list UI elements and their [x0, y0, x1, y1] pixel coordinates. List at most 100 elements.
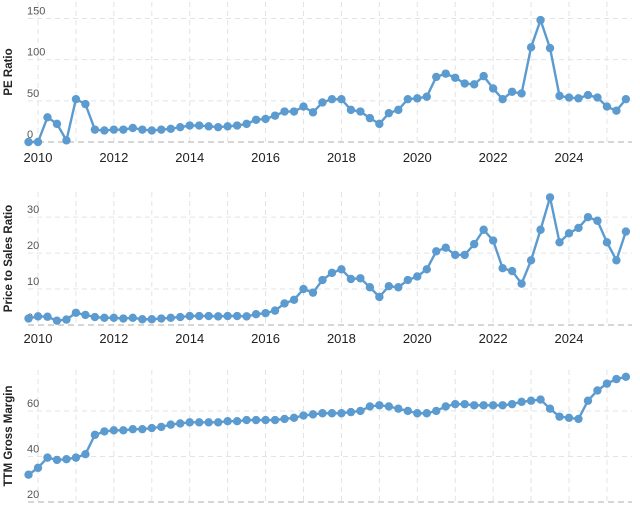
data-point[interactable]: [52, 119, 62, 129]
data-point[interactable]: [346, 407, 356, 417]
data-point[interactable]: [612, 256, 621, 265]
data-point[interactable]: [280, 107, 289, 116]
data-point[interactable]: [564, 413, 574, 422]
data-point[interactable]: [469, 401, 479, 410]
data-point[interactable]: [100, 313, 109, 323]
data-point[interactable]: [194, 121, 204, 130]
data-point[interactable]: [62, 136, 71, 145]
data-point[interactable]: [602, 238, 612, 247]
data-point[interactable]: [479, 71, 488, 81]
data-point[interactable]: [128, 123, 138, 133]
data-point[interactable]: [536, 395, 545, 404]
data-point[interactable]: [356, 406, 365, 416]
data-point[interactable]: [413, 409, 422, 418]
data-point[interactable]: [488, 401, 498, 410]
data-point[interactable]: [327, 94, 337, 104]
data-point[interactable]: [460, 79, 469, 88]
data-point[interactable]: [280, 299, 289, 308]
data-point[interactable]: [564, 229, 574, 238]
data-point[interactable]: [232, 121, 242, 130]
data-point[interactable]: [583, 396, 593, 405]
data-point[interactable]: [593, 93, 602, 102]
data-point[interactable]: [242, 312, 251, 321]
data-point[interactable]: [308, 410, 318, 419]
data-point[interactable]: [62, 315, 71, 324]
data-point[interactable]: [223, 122, 232, 131]
data-point[interactable]: [33, 463, 43, 473]
data-point[interactable]: [109, 125, 119, 134]
data-point[interactable]: [43, 453, 52, 462]
data-point[interactable]: [81, 310, 90, 320]
data-point[interactable]: [52, 316, 62, 325]
data-point[interactable]: [289, 413, 299, 422]
data-point[interactable]: [157, 125, 166, 134]
data-point[interactable]: [583, 212, 593, 222]
data-point[interactable]: [194, 311, 204, 321]
data-point[interactable]: [451, 250, 460, 260]
data-point[interactable]: [384, 108, 394, 118]
data-point[interactable]: [602, 102, 612, 111]
data-point[interactable]: [337, 409, 346, 418]
data-point[interactable]: [251, 115, 261, 124]
data-point[interactable]: [375, 401, 384, 410]
data-point[interactable]: [517, 279, 526, 288]
data-point[interactable]: [555, 238, 564, 247]
data-point[interactable]: [204, 122, 213, 131]
data-point[interactable]: [469, 80, 479, 89]
data-point[interactable]: [232, 417, 242, 426]
data-point[interactable]: [375, 119, 384, 129]
data-point[interactable]: [43, 312, 52, 321]
data-point[interactable]: [384, 402, 394, 411]
data-point[interactable]: [128, 424, 138, 434]
data-point[interactable]: [299, 102, 308, 111]
data-point[interactable]: [451, 399, 460, 409]
data-point[interactable]: [109, 426, 119, 435]
data-point[interactable]: [460, 250, 469, 260]
data-point[interactable]: [166, 313, 175, 323]
data-point[interactable]: [327, 409, 337, 418]
data-point[interactable]: [138, 315, 147, 324]
data-point[interactable]: [337, 265, 346, 274]
data-point[interactable]: [24, 137, 33, 147]
data-point[interactable]: [403, 275, 413, 285]
data-point[interactable]: [574, 223, 583, 233]
data-point[interactable]: [451, 73, 460, 82]
data-point[interactable]: [545, 404, 555, 413]
data-point[interactable]: [308, 108, 318, 117]
data-point[interactable]: [194, 418, 204, 427]
data-point[interactable]: [479, 225, 488, 234]
data-point[interactable]: [318, 409, 327, 418]
data-point[interactable]: [394, 404, 403, 413]
data-point[interactable]: [185, 121, 194, 130]
data-point[interactable]: [90, 312, 100, 322]
data-point[interactable]: [555, 412, 564, 421]
data-point[interactable]: [43, 113, 52, 122]
data-point[interactable]: [261, 415, 270, 425]
data-point[interactable]: [147, 315, 156, 324]
data-point[interactable]: [71, 453, 81, 462]
data-point[interactable]: [62, 455, 71, 464]
data-point[interactable]: [422, 92, 431, 101]
data-point[interactable]: [147, 126, 156, 135]
data-point[interactable]: [365, 402, 375, 411]
data-point[interactable]: [166, 124, 175, 134]
data-point[interactable]: [507, 399, 517, 409]
data-point[interactable]: [488, 84, 498, 93]
data-point[interactable]: [251, 415, 261, 425]
data-point[interactable]: [479, 401, 488, 410]
data-point[interactable]: [327, 268, 337, 278]
data-point[interactable]: [33, 312, 43, 321]
data-point[interactable]: [422, 265, 431, 274]
data-point[interactable]: [185, 418, 194, 427]
data-point[interactable]: [621, 372, 631, 382]
data-point[interactable]: [564, 93, 574, 102]
data-point[interactable]: [100, 126, 109, 135]
data-point[interactable]: [109, 313, 119, 323]
data-point[interactable]: [213, 312, 223, 321]
data-point[interactable]: [488, 236, 498, 245]
data-point[interactable]: [574, 414, 583, 424]
data-point[interactable]: [545, 193, 555, 202]
data-point[interactable]: [555, 91, 564, 101]
data-point[interactable]: [24, 314, 33, 323]
data-point[interactable]: [403, 94, 413, 104]
